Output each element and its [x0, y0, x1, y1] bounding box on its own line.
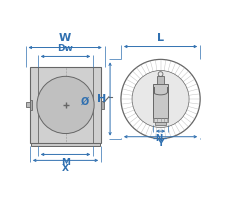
Text: H: H	[97, 94, 106, 104]
Bar	[31, 143, 100, 146]
Bar	[157, 76, 164, 84]
Text: W: W	[59, 33, 71, 43]
Bar	[155, 122, 166, 125]
Text: M: M	[61, 158, 70, 167]
Circle shape	[132, 70, 189, 128]
Text: Y: Y	[157, 140, 164, 148]
Bar	[30, 67, 101, 143]
Bar	[26, 102, 30, 107]
Text: -N-: -N-	[153, 134, 168, 143]
Text: L: L	[157, 32, 164, 43]
Circle shape	[37, 76, 94, 133]
Bar	[30, 100, 32, 110]
Text: Ø: Ø	[81, 97, 89, 107]
Bar	[153, 117, 168, 122]
Bar	[153, 84, 168, 117]
Text: Dw: Dw	[58, 44, 73, 53]
Bar	[101, 101, 104, 109]
Text: X: X	[62, 164, 69, 172]
